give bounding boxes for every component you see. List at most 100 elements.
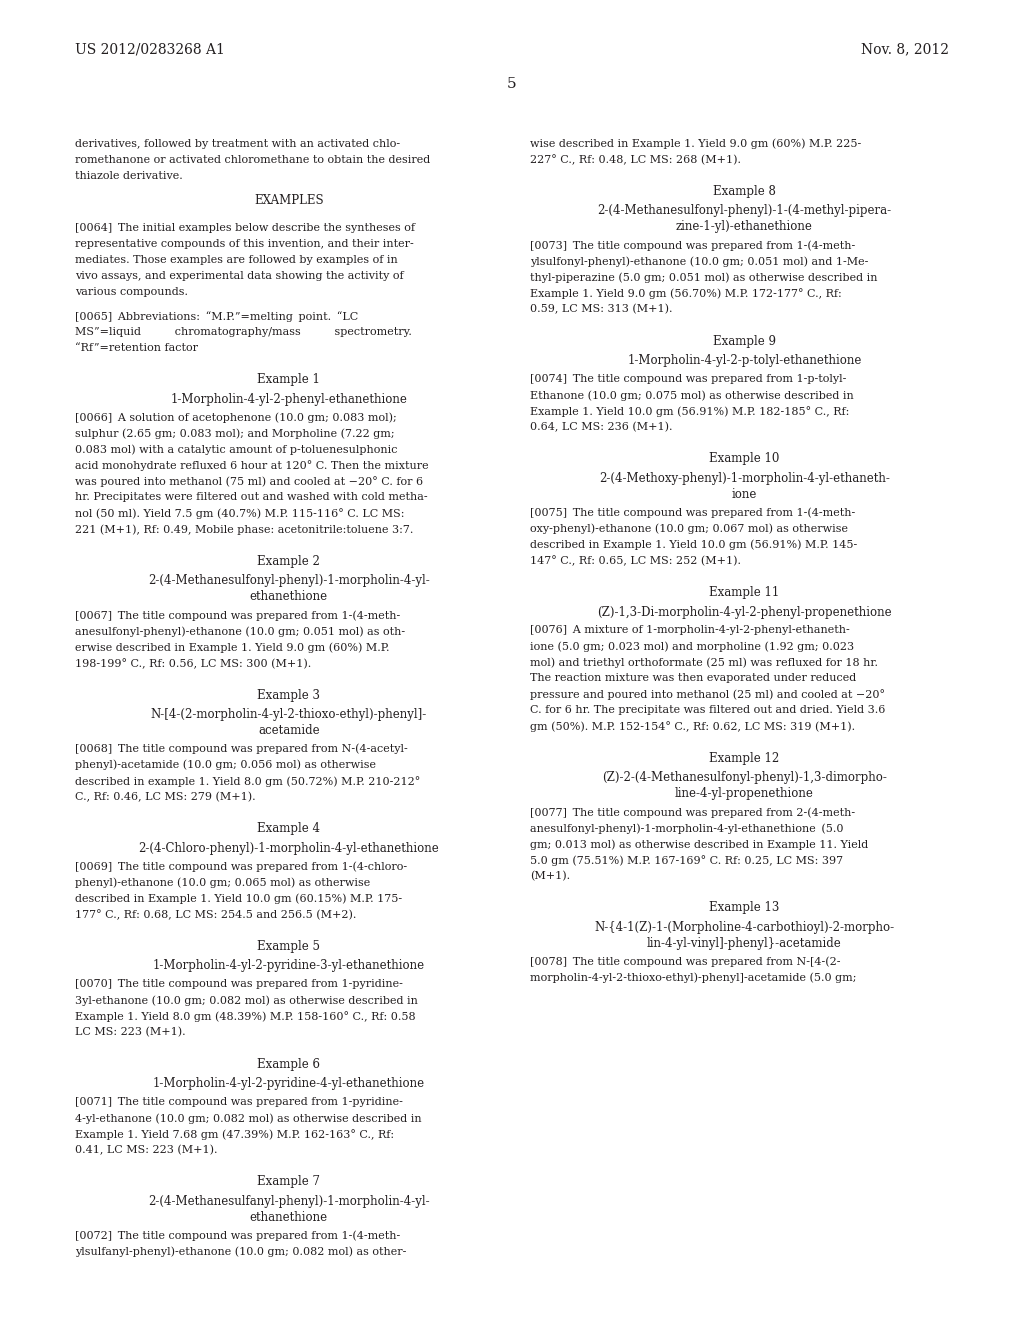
- Text: [0073] The title compound was prepared from 1-(4-meth-: [0073] The title compound was prepared f…: [530, 240, 856, 251]
- Text: 1-Morpholin-4-yl-2-p-tolyl-ethanethione: 1-Morpholin-4-yl-2-p-tolyl-ethanethione: [628, 354, 861, 367]
- Text: Example 1. Yield 8.0 gm (48.39%) M.P. 158-160° C., Rf: 0.58: Example 1. Yield 8.0 gm (48.39%) M.P. 15…: [75, 1011, 416, 1022]
- Text: anesulfonyl-phenyl)-1-morpholin-4-yl-ethanethione (5.0: anesulfonyl-phenyl)-1-morpholin-4-yl-eth…: [530, 822, 844, 833]
- Text: LC MS: 223 (M+1).: LC MS: 223 (M+1).: [75, 1027, 185, 1038]
- Text: [0069] The title compound was prepared from 1-(4-chloro-: [0069] The title compound was prepared f…: [75, 862, 407, 873]
- Text: 227° C., Rf: 0.48, LC MS: 268 (M+1).: 227° C., Rf: 0.48, LC MS: 268 (M+1).: [530, 154, 741, 165]
- Text: C. for 6 hr. The precipitate was filtered out and dried. Yield 3.6: C. for 6 hr. The precipitate was filtere…: [530, 705, 886, 715]
- Text: described in example 1. Yield 8.0 gm (50.72%) M.P. 210-212°: described in example 1. Yield 8.0 gm (50…: [75, 776, 420, 787]
- Text: gm; 0.013 mol) as otherwise described in Example 11. Yield: gm; 0.013 mol) as otherwise described in…: [530, 840, 868, 850]
- Text: line-4-yl-propenethione: line-4-yl-propenethione: [675, 787, 814, 800]
- Text: N-{4-1(Z)-1-(Morpholine-4-carbothioyl)-2-morpho-: N-{4-1(Z)-1-(Morpholine-4-carbothioyl)-2…: [594, 921, 895, 933]
- Text: romethanone or activated chloromethane to obtain the desired: romethanone or activated chloromethane t…: [75, 154, 430, 165]
- Text: MS”=liquid      chromatography/mass      spectrometry.: MS”=liquid chromatography/mass spectrome…: [75, 327, 412, 337]
- Text: anesulfonyl-phenyl)-ethanone (10.0 gm; 0.051 mol) as oth-: anesulfonyl-phenyl)-ethanone (10.0 gm; 0…: [75, 626, 404, 636]
- Text: 0.59, LC MS: 313 (M+1).: 0.59, LC MS: 313 (M+1).: [530, 304, 673, 314]
- Text: Example 3: Example 3: [257, 689, 321, 701]
- Text: Nov. 8, 2012: Nov. 8, 2012: [861, 42, 949, 57]
- Text: [0072] The title compound was prepared from 1-(4-meth-: [0072] The title compound was prepared f…: [75, 1230, 400, 1241]
- Text: thiazole derivative.: thiazole derivative.: [75, 170, 182, 181]
- Text: 1-Morpholin-4-yl-2-phenyl-ethanethione: 1-Morpholin-4-yl-2-phenyl-ethanethione: [170, 392, 408, 405]
- Text: ylsulfanyl-phenyl)-ethanone (10.0 gm; 0.082 mol) as other-: ylsulfanyl-phenyl)-ethanone (10.0 gm; 0.…: [75, 1246, 407, 1257]
- Text: (Z)-2-(4-Methanesulfonyl-phenyl)-1,3-dimorpho-: (Z)-2-(4-Methanesulfonyl-phenyl)-1,3-dim…: [602, 771, 887, 784]
- Text: [0077] The title compound was prepared from 2-(4-meth-: [0077] The title compound was prepared f…: [530, 807, 856, 817]
- Text: 0.083 mol) with a catalytic amount of p-toluenesulphonic: 0.083 mol) with a catalytic amount of p-…: [75, 445, 397, 455]
- Text: US 2012/0283268 A1: US 2012/0283268 A1: [75, 42, 224, 57]
- Text: was poured into methanol (75 ml) and cooled at −20° C. for 6: was poured into methanol (75 ml) and coo…: [75, 477, 423, 487]
- Text: phenyl)-acetamide (10.0 gm; 0.056 mol) as otherwise: phenyl)-acetamide (10.0 gm; 0.056 mol) a…: [75, 760, 376, 771]
- Text: Example 2: Example 2: [257, 554, 321, 568]
- Text: 2-(4-Methanesulfonyl-phenyl)-1-(4-methyl-pipera-: 2-(4-Methanesulfonyl-phenyl)-1-(4-methyl…: [597, 205, 892, 218]
- Text: [0064] The initial examples below describe the syntheses of: [0064] The initial examples below descri…: [75, 223, 415, 234]
- Text: oxy-phenyl)-ethanone (10.0 gm; 0.067 mol) as otherwise: oxy-phenyl)-ethanone (10.0 gm; 0.067 mol…: [530, 524, 849, 535]
- Text: The reaction mixture was then evaporated under reduced: The reaction mixture was then evaporated…: [530, 673, 857, 684]
- Text: ione: ione: [732, 488, 757, 500]
- Text: pressure and poured into methanol (25 ml) and cooled at −20°: pressure and poured into methanol (25 ml…: [530, 689, 886, 700]
- Text: Example 1. Yield 9.0 gm (56.70%) M.P. 172-177° C., Rf:: Example 1. Yield 9.0 gm (56.70%) M.P. 17…: [530, 288, 842, 300]
- Text: mediates. Those examples are followed by examples of in: mediates. Those examples are followed by…: [75, 255, 397, 265]
- Text: Example 12: Example 12: [710, 752, 779, 764]
- Text: acid monohydrate refluxed 6 hour at 120° C. Then the mixture: acid monohydrate refluxed 6 hour at 120°…: [75, 461, 428, 471]
- Text: 177° C., Rf: 0.68, LC MS: 254.5 and 256.5 (M+2).: 177° C., Rf: 0.68, LC MS: 254.5 and 256.…: [75, 909, 356, 920]
- Text: Example 7: Example 7: [257, 1175, 321, 1188]
- Text: ethanethione: ethanethione: [250, 1210, 328, 1224]
- Text: Ethanone (10.0 gm; 0.075 mol) as otherwise described in: Ethanone (10.0 gm; 0.075 mol) as otherwi…: [530, 389, 854, 400]
- Text: [0076] A mixture of 1-morpholin-4-yl-2-phenyl-ethaneth-: [0076] A mixture of 1-morpholin-4-yl-2-p…: [530, 626, 850, 635]
- Text: mol) and triethyl orthoformate (25 ml) was refluxed for 18 hr.: mol) and triethyl orthoformate (25 ml) w…: [530, 657, 879, 668]
- Text: 1-Morpholin-4-yl-2-pyridine-3-yl-ethanethione: 1-Morpholin-4-yl-2-pyridine-3-yl-ethanet…: [153, 960, 425, 973]
- Text: Example 8: Example 8: [713, 185, 776, 198]
- Text: phenyl)-ethanone (10.0 gm; 0.065 mol) as otherwise: phenyl)-ethanone (10.0 gm; 0.065 mol) as…: [75, 878, 370, 888]
- Text: [0065] Abbreviations: “M.P.”=melting point. “LC: [0065] Abbreviations: “M.P.”=melting poi…: [75, 310, 358, 322]
- Text: described in Example 1. Yield 10.0 gm (56.91%) M.P. 145-: described in Example 1. Yield 10.0 gm (5…: [530, 540, 858, 550]
- Text: [0074] The title compound was prepared from 1-p-tolyl-: [0074] The title compound was prepared f…: [530, 374, 847, 384]
- Text: N-[4-(2-morpholin-4-yl-2-thioxo-ethyl)-phenyl]-: N-[4-(2-morpholin-4-yl-2-thioxo-ethyl)-p…: [151, 708, 427, 721]
- Text: described in Example 1. Yield 10.0 gm (60.15%) M.P. 175-: described in Example 1. Yield 10.0 gm (6…: [75, 894, 401, 904]
- Text: 4-yl-ethanone (10.0 gm; 0.082 mol) as otherwise described in: 4-yl-ethanone (10.0 gm; 0.082 mol) as ot…: [75, 1113, 422, 1123]
- Text: ethanethione: ethanethione: [250, 590, 328, 603]
- Text: 3yl-ethanone (10.0 gm; 0.082 mol) as otherwise described in: 3yl-ethanone (10.0 gm; 0.082 mol) as oth…: [75, 995, 418, 1006]
- Text: EXAMPLES: EXAMPLES: [254, 194, 324, 207]
- Text: Example 1: Example 1: [257, 374, 321, 387]
- Text: 0.41, LC MS: 223 (M+1).: 0.41, LC MS: 223 (M+1).: [75, 1144, 217, 1155]
- Text: representative compounds of this invention, and their inter-: representative compounds of this inventi…: [75, 239, 414, 249]
- Text: 198-199° C., Rf: 0.56, LC MS: 300 (M+1).: 198-199° C., Rf: 0.56, LC MS: 300 (M+1).: [75, 659, 311, 669]
- Text: various compounds.: various compounds.: [75, 286, 187, 297]
- Text: gm (50%). M.P. 152-154° C., Rf: 0.62, LC MS: 319 (M+1).: gm (50%). M.P. 152-154° C., Rf: 0.62, LC…: [530, 721, 856, 733]
- Text: ione (5.0 gm; 0.023 mol) and morpholine (1.92 gm; 0.023: ione (5.0 gm; 0.023 mol) and morpholine …: [530, 642, 855, 652]
- Text: 2-(4-Chloro-phenyl)-1-morpholin-4-yl-ethanethione: 2-(4-Chloro-phenyl)-1-morpholin-4-yl-eth…: [138, 842, 439, 854]
- Text: Example 1. Yield 7.68 gm (47.39%) M.P. 162-163° C., Rf:: Example 1. Yield 7.68 gm (47.39%) M.P. 1…: [75, 1129, 394, 1139]
- Text: 0.64, LC MS: 236 (M+1).: 0.64, LC MS: 236 (M+1).: [530, 422, 673, 432]
- Text: Example 4: Example 4: [257, 822, 321, 836]
- Text: [0066] A solution of acetophenone (10.0 gm; 0.083 mol);: [0066] A solution of acetophenone (10.0 …: [75, 413, 396, 424]
- Text: vivo assays, and experimental data showing the activity of: vivo assays, and experimental data showi…: [75, 271, 403, 281]
- Text: lin-4-yl-vinyl]-phenyl}-acetamide: lin-4-yl-vinyl]-phenyl}-acetamide: [647, 937, 842, 950]
- Text: Example 9: Example 9: [713, 335, 776, 347]
- Text: Example 13: Example 13: [710, 902, 779, 915]
- Text: 5: 5: [507, 77, 517, 91]
- Text: 2-(4-Methanesulfanyl-phenyl)-1-morpholin-4-yl-: 2-(4-Methanesulfanyl-phenyl)-1-morpholin…: [147, 1195, 430, 1208]
- Text: zine-1-yl)-ethanethione: zine-1-yl)-ethanethione: [676, 220, 813, 234]
- Text: 2-(4-Methoxy-phenyl)-1-morpholin-4-yl-ethaneth-: 2-(4-Methoxy-phenyl)-1-morpholin-4-yl-et…: [599, 471, 890, 484]
- Text: 2-(4-Methanesulfonyl-phenyl)-1-morpholin-4-yl-: 2-(4-Methanesulfonyl-phenyl)-1-morpholin…: [147, 574, 430, 587]
- Text: nol (50 ml). Yield 7.5 gm (40.7%) M.P. 115-116° C. LC MS:: nol (50 ml). Yield 7.5 gm (40.7%) M.P. 1…: [75, 508, 404, 519]
- Text: [0067] The title compound was prepared from 1-(4-meth-: [0067] The title compound was prepared f…: [75, 610, 400, 620]
- Text: Example 10: Example 10: [710, 453, 779, 466]
- Text: Example 6: Example 6: [257, 1057, 321, 1071]
- Text: [0075] The title compound was prepared from 1-(4-meth-: [0075] The title compound was prepared f…: [530, 508, 856, 519]
- Text: 147° C., Rf: 0.65, LC MS: 252 (M+1).: 147° C., Rf: 0.65, LC MS: 252 (M+1).: [530, 556, 741, 566]
- Text: sulphur (2.65 gm; 0.083 mol); and Morpholine (7.22 gm;: sulphur (2.65 gm; 0.083 mol); and Morpho…: [75, 429, 394, 440]
- Text: [0078] The title compound was prepared from N-[4-(2-: [0078] The title compound was prepared f…: [530, 957, 841, 968]
- Text: 221 (M+1), Rf: 0.49, Mobile phase: acetonitrile:toluene 3:7.: 221 (M+1), Rf: 0.49, Mobile phase: aceto…: [75, 524, 413, 535]
- Text: 5.0 gm (75.51%) M.P. 167-169° C. Rf: 0.25, LC MS: 397: 5.0 gm (75.51%) M.P. 167-169° C. Rf: 0.2…: [530, 855, 844, 866]
- Text: (Z)-1,3-Di-morpholin-4-yl-2-phenyl-propenethione: (Z)-1,3-Di-morpholin-4-yl-2-phenyl-prope…: [597, 606, 892, 619]
- Text: (M+1).: (M+1).: [530, 871, 570, 882]
- Text: morpholin-4-yl-2-thioxo-ethyl)-phenyl]-acetamide (5.0 gm;: morpholin-4-yl-2-thioxo-ethyl)-phenyl]-a…: [530, 973, 857, 983]
- Text: thyl-piperazine (5.0 gm; 0.051 mol) as otherwise described in: thyl-piperazine (5.0 gm; 0.051 mol) as o…: [530, 272, 878, 282]
- Text: erwise described in Example 1. Yield 9.0 gm (60%) M.P.: erwise described in Example 1. Yield 9.0…: [75, 642, 389, 652]
- Text: “Rf”=retention factor: “Rf”=retention factor: [75, 343, 198, 352]
- Text: C., Rf: 0.46, LC MS: 279 (M+1).: C., Rf: 0.46, LC MS: 279 (M+1).: [75, 792, 255, 803]
- Text: [0070] The title compound was prepared from 1-pyridine-: [0070] The title compound was prepared f…: [75, 979, 402, 989]
- Text: wise described in Example 1. Yield 9.0 gm (60%) M.P. 225-: wise described in Example 1. Yield 9.0 g…: [530, 139, 861, 149]
- Text: Example 5: Example 5: [257, 940, 321, 953]
- Text: Example 11: Example 11: [710, 586, 779, 599]
- Text: derivatives, followed by treatment with an activated chlo-: derivatives, followed by treatment with …: [75, 139, 400, 149]
